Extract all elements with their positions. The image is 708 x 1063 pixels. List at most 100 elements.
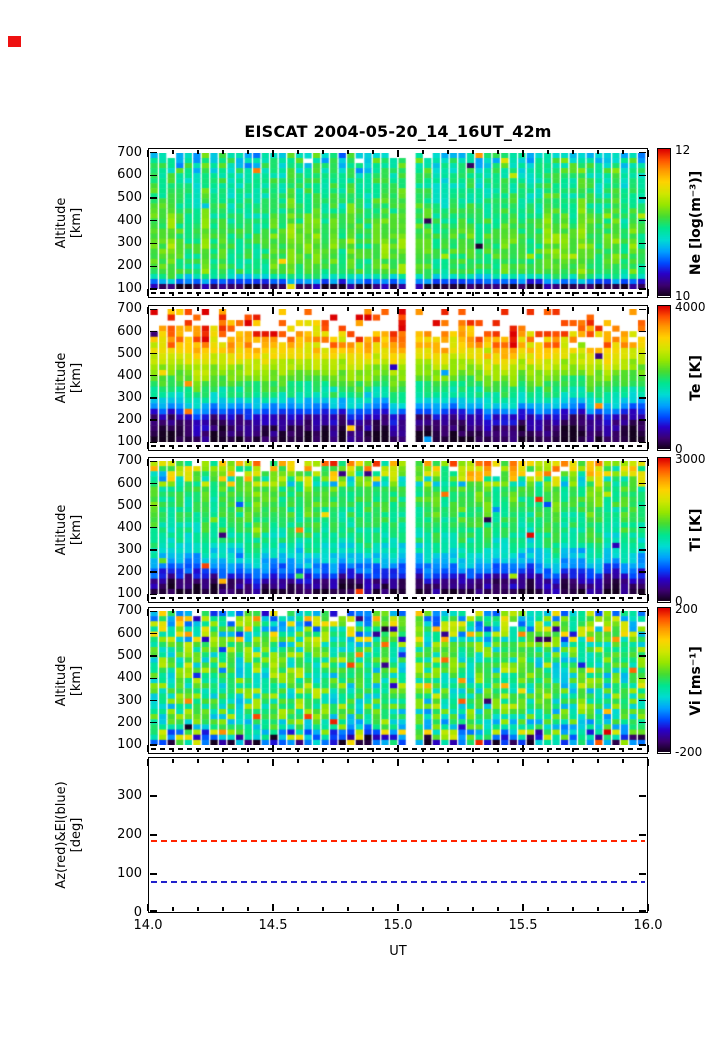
x-tick [272, 307, 274, 314]
x-tick [222, 459, 224, 463]
x-tick [347, 445, 349, 449]
x-tick [247, 748, 249, 752]
x-tick-label: 16.0 [633, 918, 663, 933]
x-tick [247, 445, 249, 449]
x-tick [222, 597, 224, 601]
y-tick-label: 700 [117, 603, 142, 619]
x-tick [372, 307, 374, 311]
x-tick [372, 597, 374, 601]
x-tick [222, 759, 224, 763]
panel-te-heatmap [150, 309, 646, 443]
y-tick [150, 699, 157, 702]
y-tick [639, 265, 646, 267]
x-tick [147, 459, 149, 466]
x-tick [272, 289, 274, 296]
x-tick [147, 904, 149, 911]
x-tick [572, 907, 574, 911]
x-tick [172, 292, 174, 296]
y-tick [639, 220, 646, 222]
x-tick [572, 150, 574, 154]
colorbar-top-tick-label: 200 [675, 602, 698, 616]
y-tick [150, 265, 157, 267]
y-tick [150, 197, 157, 199]
x-tick [247, 307, 249, 311]
x-tick [547, 759, 549, 763]
elevation-line [151, 881, 645, 883]
x-tick [597, 292, 599, 296]
x-tick [147, 150, 149, 157]
y-tick [639, 505, 646, 507]
x-tick [597, 609, 599, 613]
x-tick [147, 307, 149, 314]
x-tick [272, 904, 274, 911]
y-axis-label-line1: Altitude [54, 352, 70, 404]
y-tick-label: 700 [117, 453, 142, 469]
x-tick [147, 609, 149, 616]
azimuth-line [151, 840, 645, 842]
x-tick [472, 759, 474, 763]
x-tick [347, 150, 349, 154]
colorbar-top-tick-label: 12 [675, 143, 691, 157]
x-tick [547, 445, 549, 449]
x-tick [372, 907, 374, 911]
y-tick-label: 400 [117, 519, 142, 535]
y-tick [639, 419, 646, 421]
x-tick [347, 459, 349, 463]
y-tick-label: 500 [117, 497, 142, 513]
x-tick [472, 609, 474, 613]
y-tick-label: 600 [117, 475, 142, 491]
y-tick-label: 700 [117, 144, 142, 160]
x-tick [547, 609, 549, 613]
x-tick [322, 597, 324, 601]
x-tick [572, 748, 574, 752]
x-tick [322, 292, 324, 296]
x-tick [272, 442, 274, 449]
x-tick [647, 594, 649, 601]
y-tick [639, 242, 646, 245]
x-tick [247, 759, 249, 763]
x-tick [622, 150, 624, 154]
y-tick [150, 242, 157, 245]
x-tick [197, 609, 199, 613]
y-tick-label: 300 [117, 235, 142, 251]
x-tick [497, 445, 499, 449]
y-tick-label: 100 [117, 434, 142, 450]
x-tick-label: 14.0 [133, 918, 163, 933]
y-tick [639, 460, 646, 463]
y-tick [639, 744, 646, 746]
x-tick [197, 907, 199, 911]
x-tick [297, 609, 299, 613]
x-tick [147, 594, 149, 601]
panel-ne-heatmap [150, 152, 646, 289]
x-tick [497, 609, 499, 613]
colorbar-ne [657, 148, 671, 298]
azel-axis-label-line1: Az(red)&El(blue) [54, 781, 70, 889]
x-tick [247, 907, 249, 911]
x-tick [522, 745, 524, 752]
x-tick [372, 609, 374, 613]
x-tick [322, 759, 324, 763]
colorbar-te [657, 305, 671, 451]
y-tick [639, 330, 646, 333]
y-tick-label: 100 [117, 866, 142, 881]
panel-vi-heatmap [150, 611, 646, 746]
x-tick [147, 442, 149, 449]
x-tick [372, 459, 374, 463]
y-tick-label: 600 [117, 625, 142, 641]
y-tick-label: 500 [117, 648, 142, 663]
x-tick [597, 459, 599, 463]
x-tick [622, 459, 624, 463]
x-tick [347, 307, 349, 311]
x-tick [272, 745, 274, 752]
x-tick [297, 445, 299, 449]
x-tick [522, 759, 524, 766]
y-tick [150, 677, 157, 679]
x-tick [447, 150, 449, 154]
colorbar-label: Ne [log(m⁻³)] [688, 170, 704, 276]
y-tick [150, 419, 157, 421]
y-tick [639, 441, 646, 443]
x-tick [397, 442, 399, 449]
x-tick [172, 459, 174, 463]
x-tick [222, 907, 224, 911]
y-tick [150, 593, 157, 595]
